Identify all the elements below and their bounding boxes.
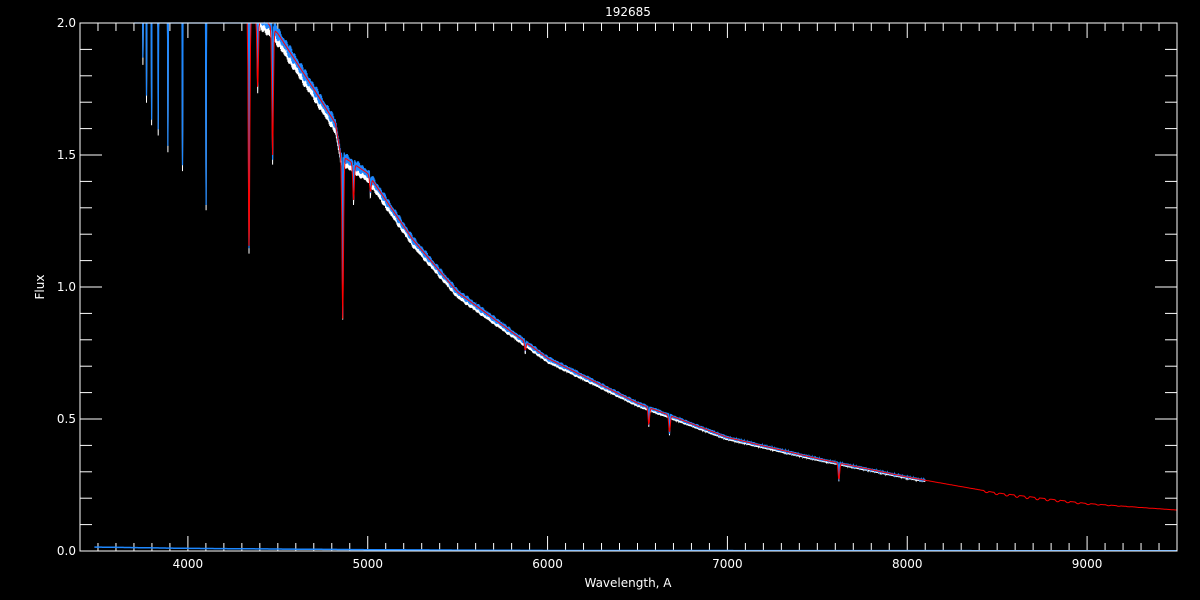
y-tick-label: 1.5 <box>57 148 76 162</box>
y-tick-label: 2.0 <box>57 16 76 30</box>
chart-title: 192685 <box>605 5 651 19</box>
x-tick-label: 6000 <box>532 557 563 571</box>
x-tick-label: 7000 <box>712 557 743 571</box>
plot-frame <box>79 22 1178 552</box>
x-tick-label: 8000 <box>892 557 923 571</box>
x-tick-label: 5000 <box>352 557 383 571</box>
observed-spectrum-blue-line <box>134 21 926 483</box>
model-spectrum-line <box>241 22 1177 511</box>
x-axis-label: Wavelength, A <box>584 576 672 590</box>
x-tick-label: 9000 <box>1072 557 1103 571</box>
y-tick-label: 1.0 <box>57 280 76 294</box>
observed-spectrum-line <box>134 22 926 483</box>
y-tick-label: 0.5 <box>57 412 76 426</box>
y-tick-label: 0.0 <box>57 544 76 558</box>
y-axis-label: Flux <box>33 275 47 300</box>
error-spectrum-line <box>94 546 1177 552</box>
x-tick-label: 4000 <box>173 557 204 571</box>
